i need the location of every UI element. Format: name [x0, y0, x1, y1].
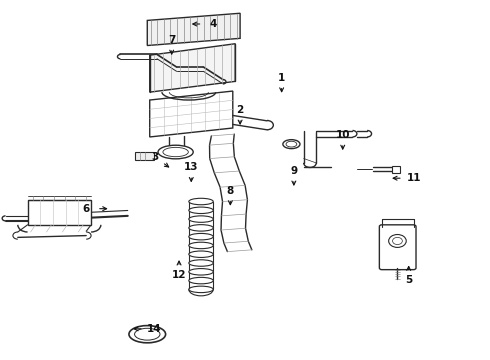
Polygon shape [147, 13, 240, 45]
Text: 10: 10 [336, 130, 350, 140]
Bar [392, 166, 400, 173]
Text: 14: 14 [147, 324, 162, 334]
Polygon shape [150, 91, 233, 137]
Text: 11: 11 [406, 173, 421, 183]
Ellipse shape [158, 145, 193, 159]
Ellipse shape [286, 141, 297, 147]
Text: 5: 5 [405, 275, 412, 285]
Ellipse shape [135, 328, 160, 340]
Ellipse shape [189, 216, 213, 222]
Text: 8: 8 [227, 186, 234, 196]
Ellipse shape [189, 225, 213, 231]
Text: 2: 2 [237, 105, 244, 115]
Ellipse shape [189, 260, 213, 266]
Ellipse shape [189, 251, 213, 257]
Ellipse shape [283, 140, 300, 149]
FancyBboxPatch shape [379, 225, 416, 270]
Ellipse shape [163, 147, 188, 157]
Text: 12: 12 [172, 270, 186, 280]
Ellipse shape [129, 325, 166, 343]
Ellipse shape [189, 207, 213, 213]
Text: 1: 1 [278, 73, 285, 83]
Polygon shape [150, 44, 235, 92]
FancyBboxPatch shape [135, 152, 154, 160]
Ellipse shape [189, 198, 213, 205]
Text: 3: 3 [151, 152, 158, 162]
Text: 4: 4 [210, 19, 217, 29]
Circle shape [389, 234, 406, 247]
Text: 9: 9 [290, 166, 297, 176]
Ellipse shape [189, 286, 213, 293]
FancyBboxPatch shape [27, 200, 91, 225]
Text: 6: 6 [83, 204, 90, 214]
Ellipse shape [189, 269, 213, 275]
Ellipse shape [189, 242, 213, 249]
Text: 13: 13 [184, 162, 198, 172]
Ellipse shape [189, 233, 213, 240]
Circle shape [392, 237, 402, 244]
Ellipse shape [189, 277, 213, 284]
Text: 7: 7 [168, 35, 175, 45]
